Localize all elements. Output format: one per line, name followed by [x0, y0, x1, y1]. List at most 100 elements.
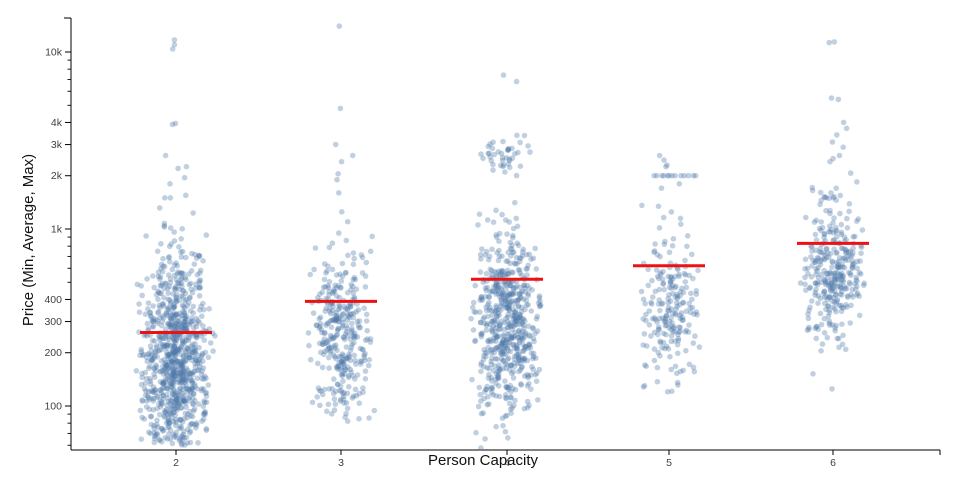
data-point [184, 346, 191, 352]
data-point [331, 287, 337, 293]
data-point [167, 351, 174, 357]
data-point [502, 297, 509, 304]
data-point [662, 317, 668, 323]
data-point [165, 340, 171, 347]
data-point [659, 276, 666, 283]
data-point [197, 270, 203, 276]
data-point [181, 340, 187, 346]
data-point [175, 269, 181, 275]
data-point [666, 172, 672, 179]
data-point [831, 270, 838, 277]
data-point [510, 249, 517, 255]
data-point [810, 371, 816, 377]
data-point [173, 358, 180, 365]
data-point [180, 357, 187, 364]
data-point [168, 371, 175, 377]
data-point [157, 276, 163, 282]
data-point [189, 385, 195, 392]
data-point [692, 333, 698, 339]
data-point [210, 348, 216, 354]
data-point [489, 145, 496, 152]
data-point [147, 343, 154, 349]
data-point [505, 331, 511, 337]
data-point [499, 267, 505, 274]
data-point [362, 376, 369, 382]
data-point [148, 313, 154, 319]
data-point [177, 280, 183, 287]
data-point [505, 435, 511, 441]
data-point [860, 282, 867, 289]
data-point [489, 308, 495, 314]
data-point [502, 428, 509, 435]
data-point [193, 420, 200, 426]
data-point [171, 388, 177, 394]
data-point [519, 335, 525, 341]
data-point [513, 215, 519, 222]
data-point [501, 351, 507, 358]
data-point [350, 314, 357, 321]
data-point [180, 288, 187, 295]
data-point [510, 249, 516, 256]
data-point [156, 205, 163, 211]
data-point [197, 364, 203, 370]
data-point [178, 358, 184, 365]
data-point [533, 316, 540, 322]
data-point [137, 352, 143, 359]
data-point [180, 293, 186, 300]
data-point [179, 369, 186, 376]
data-point [510, 269, 516, 276]
data-point [150, 384, 157, 390]
data-point [166, 419, 173, 426]
data-point [498, 307, 504, 314]
data-point [164, 385, 170, 392]
data-point [334, 327, 341, 334]
data-point [164, 321, 171, 327]
data-point [356, 324, 362, 331]
data-point [837, 192, 844, 199]
data-point [346, 384, 352, 390]
data-point [338, 354, 345, 360]
data-point [187, 439, 194, 446]
data-point [475, 403, 482, 410]
data-point [145, 351, 151, 357]
data-point [519, 355, 526, 362]
data-point [488, 375, 495, 381]
data-point [172, 412, 179, 418]
data-point [183, 326, 190, 332]
data-point [668, 306, 675, 312]
data-point [533, 370, 540, 376]
data-point [516, 337, 523, 344]
data-point [807, 285, 813, 292]
data-point [182, 318, 188, 325]
data-point [180, 270, 187, 277]
data-point [511, 300, 517, 307]
data-point [179, 442, 185, 448]
data-point [661, 241, 668, 248]
data-point [672, 284, 678, 291]
data-point [326, 279, 333, 285]
data-point [203, 427, 210, 434]
data-point [330, 307, 336, 314]
data-point [172, 343, 178, 350]
data-point [501, 326, 508, 333]
data-point [525, 143, 531, 149]
data-point [188, 343, 194, 350]
data-point [179, 340, 186, 347]
data-point [153, 344, 160, 351]
data-point [829, 285, 836, 292]
data-point [203, 393, 210, 400]
data-point [169, 372, 176, 379]
data-point [177, 361, 183, 368]
data-point [682, 329, 689, 335]
data-point [172, 349, 179, 356]
data-point [321, 261, 328, 267]
data-point [822, 278, 828, 285]
data-point [159, 380, 166, 387]
data-point [188, 350, 195, 356]
data-point [161, 285, 167, 292]
data-point [200, 386, 207, 392]
data-point [821, 267, 827, 274]
data-point [142, 311, 149, 318]
data-point [499, 272, 506, 278]
data-point [514, 223, 521, 230]
